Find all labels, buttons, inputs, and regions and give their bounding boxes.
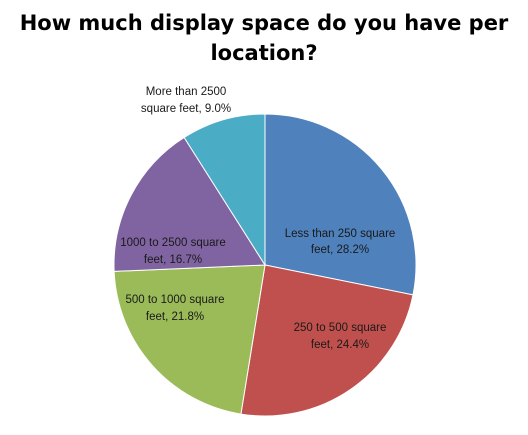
slice-label: 500 to 1000 square feet, 21.8%	[125, 294, 224, 323]
slice-label: Less than 250 square feet, 28.2%	[285, 228, 396, 256]
slice-label-line: square feet, 9.0%	[141, 103, 231, 115]
chart-title: How much display space do you have per l…	[19, 11, 509, 65]
pie-slice	[264, 113, 417, 296]
slice-label: 1000 to 2500 square feet, 16.7%	[120, 237, 226, 266]
slice-label-line: feet, 24.4%	[311, 339, 369, 351]
pie-slice	[240, 264, 414, 417]
slice-label-line: Less than 250 square	[285, 228, 396, 240]
slice-label-line: feet, 16.7%	[144, 254, 202, 266]
pie-slice	[113, 264, 266, 415]
slice-label-line: More than 2500	[146, 86, 227, 98]
slice-label-line: 1000 to 2500 square	[120, 237, 226, 249]
slice-label: More than 2500 square feet, 9.0%	[141, 86, 231, 115]
slice-label-line: 250 to 500 square	[294, 322, 387, 334]
pie-slice	[113, 136, 266, 272]
slice-label: 250 to 500 square feet, 24.4%	[294, 322, 387, 351]
slice-label-line: 500 to 1000 square	[125, 294, 224, 306]
slice-label-line: feet, 21.8%	[146, 311, 204, 323]
slice-label-line: feet, 28.2%	[311, 244, 369, 256]
pie-slice	[183, 113, 266, 267]
